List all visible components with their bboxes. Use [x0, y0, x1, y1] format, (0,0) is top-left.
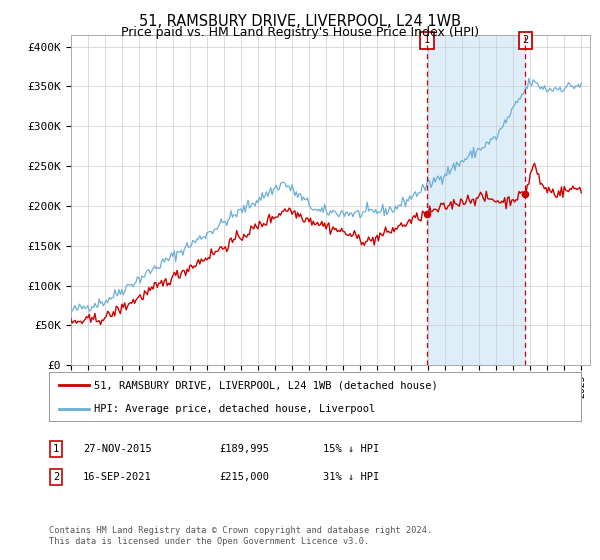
- Text: 1: 1: [424, 35, 430, 45]
- Text: Contains HM Land Registry data © Crown copyright and database right 2024.
This d: Contains HM Land Registry data © Crown c…: [49, 526, 433, 546]
- Text: HPI: Average price, detached house, Liverpool: HPI: Average price, detached house, Live…: [94, 404, 376, 414]
- Text: 51, RAMSBURY DRIVE, LIVERPOOL, L24 1WB: 51, RAMSBURY DRIVE, LIVERPOOL, L24 1WB: [139, 14, 461, 29]
- Text: 2: 2: [53, 472, 59, 482]
- Text: 2: 2: [522, 35, 529, 45]
- Bar: [427, 35, 526, 365]
- Text: Price paid vs. HM Land Registry's House Price Index (HPI): Price paid vs. HM Land Registry's House …: [121, 26, 479, 39]
- Text: £189,995: £189,995: [219, 444, 269, 454]
- Text: 51, RAMSBURY DRIVE, LIVERPOOL, L24 1WB (detached house): 51, RAMSBURY DRIVE, LIVERPOOL, L24 1WB (…: [94, 380, 438, 390]
- Text: 1: 1: [53, 444, 59, 454]
- Text: 27-NOV-2015: 27-NOV-2015: [83, 444, 152, 454]
- Text: 15% ↓ HPI: 15% ↓ HPI: [323, 444, 379, 454]
- Text: £215,000: £215,000: [219, 472, 269, 482]
- Text: 16-SEP-2021: 16-SEP-2021: [83, 472, 152, 482]
- Text: 31% ↓ HPI: 31% ↓ HPI: [323, 472, 379, 482]
